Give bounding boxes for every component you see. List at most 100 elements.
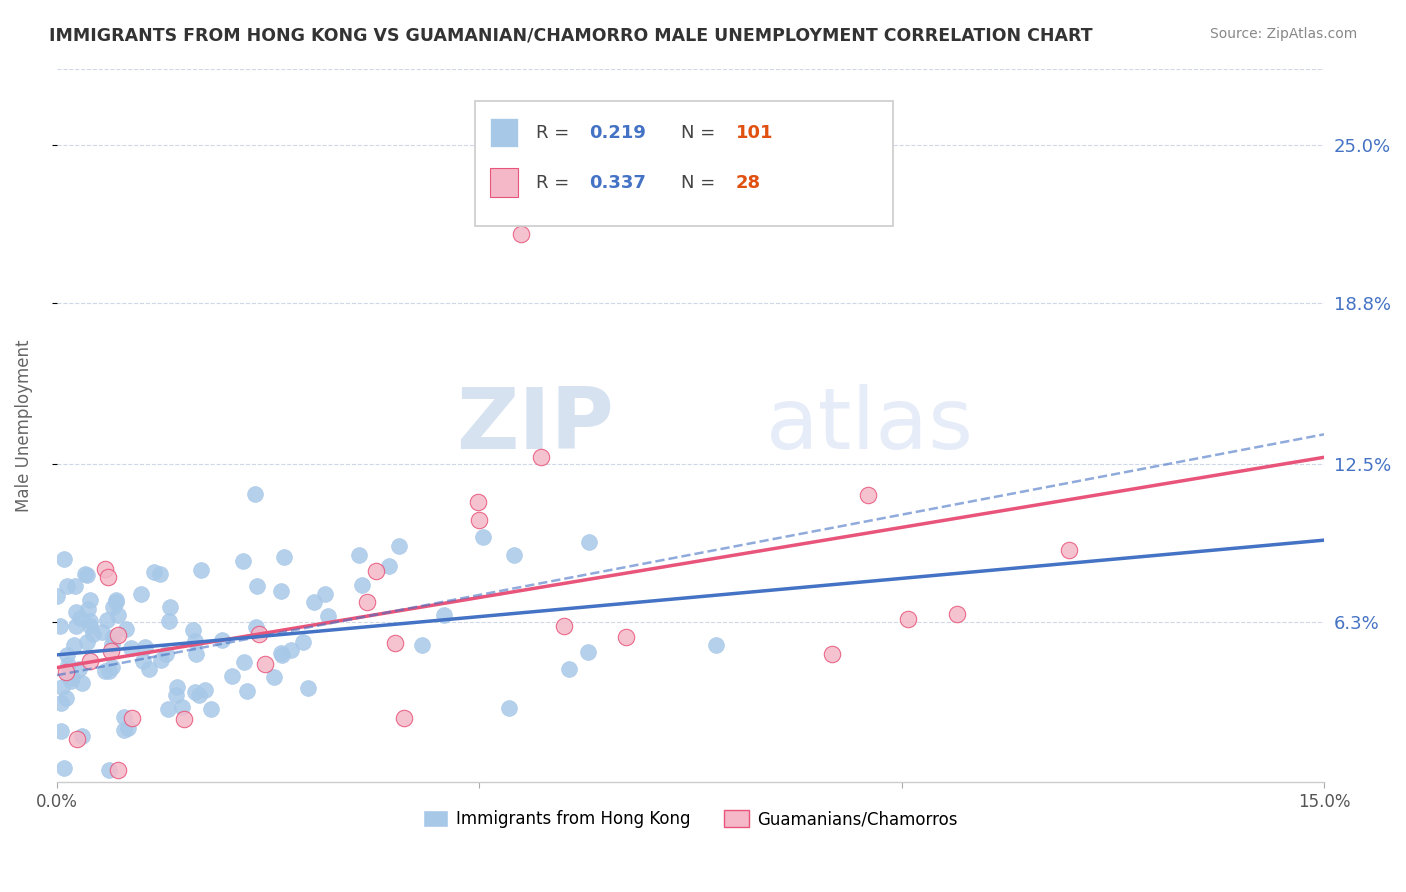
Point <box>76 568 98 582</box>
Point <box>100 644 122 658</box>
Point <box>51 724 73 739</box>
Point <box>112 710 135 724</box>
Point <box>105 595 128 609</box>
Point <box>79 593 101 607</box>
Point <box>1059 543 1081 558</box>
Point <box>221 669 243 683</box>
FancyBboxPatch shape <box>491 119 517 147</box>
Point <box>235 684 257 698</box>
Point <box>56 648 79 662</box>
Point <box>472 531 495 545</box>
Point <box>232 554 254 568</box>
Point <box>117 721 139 735</box>
Point <box>704 638 727 652</box>
Point <box>79 619 101 633</box>
Text: 28: 28 <box>735 174 761 192</box>
Point <box>65 619 87 633</box>
Point <box>184 634 207 648</box>
Point <box>49 619 72 633</box>
Text: N =: N = <box>682 174 721 192</box>
Point <box>614 630 637 644</box>
Point <box>946 607 969 621</box>
Point <box>112 723 135 737</box>
Point <box>46 589 69 603</box>
Point <box>55 579 77 593</box>
Text: Source: ZipAtlas.com: Source: ZipAtlas.com <box>1209 27 1357 41</box>
Point <box>69 611 91 625</box>
Point <box>576 645 599 659</box>
Point <box>107 763 129 777</box>
Point <box>55 691 77 706</box>
Point <box>72 730 94 744</box>
Point <box>98 763 121 777</box>
Point <box>165 689 187 703</box>
Point <box>149 653 172 667</box>
Point <box>97 664 120 678</box>
Point <box>280 643 302 657</box>
Point <box>72 675 94 690</box>
Point <box>155 647 177 661</box>
FancyBboxPatch shape <box>475 101 893 226</box>
Point <box>115 622 138 636</box>
Point <box>79 614 101 628</box>
Text: IMMIGRANTS FROM HONG KONG VS GUAMANIAN/CHAMORRO MALE UNEMPLOYMENT CORRELATION CH: IMMIGRANTS FROM HONG KONG VS GUAMANIAN/C… <box>49 27 1092 45</box>
Point <box>107 607 129 622</box>
Point <box>232 655 254 669</box>
Text: 0.337: 0.337 <box>589 174 645 192</box>
Text: R =: R = <box>536 124 575 142</box>
Point <box>51 680 73 694</box>
Point <box>245 487 267 501</box>
Point <box>105 593 128 607</box>
Point <box>190 563 212 577</box>
Point <box>59 674 82 689</box>
Point <box>510 227 533 242</box>
Point <box>194 683 217 698</box>
Point <box>97 570 120 584</box>
Point <box>553 619 575 633</box>
Point <box>263 670 285 684</box>
Point <box>433 608 456 623</box>
Point <box>364 564 387 578</box>
Text: 101: 101 <box>735 124 773 142</box>
Point <box>529 450 551 464</box>
Point <box>558 662 581 676</box>
Point <box>170 700 193 714</box>
Point <box>103 599 125 614</box>
Point <box>73 566 96 581</box>
Point <box>76 601 98 615</box>
Point <box>181 624 204 638</box>
Point <box>60 671 83 685</box>
Point <box>103 630 125 644</box>
Point <box>246 579 269 593</box>
Point <box>245 620 267 634</box>
Point <box>467 495 489 509</box>
Point <box>392 711 415 725</box>
Point <box>159 599 181 614</box>
Point <box>498 701 520 715</box>
Point <box>138 662 160 676</box>
Point <box>157 702 180 716</box>
Point <box>384 636 406 650</box>
Text: atlas: atlas <box>766 384 974 467</box>
Point <box>94 664 117 678</box>
Point <box>58 668 80 682</box>
Point <box>377 559 399 574</box>
Legend: Immigrants from Hong Kong, Guamanians/Chamorros: Immigrants from Hong Kong, Guamanians/Ch… <box>416 803 965 835</box>
Point <box>292 634 315 648</box>
Point <box>121 711 143 725</box>
Point <box>157 614 180 628</box>
Point <box>314 587 336 601</box>
Point <box>896 612 918 626</box>
Point <box>184 684 207 698</box>
Point <box>52 761 75 775</box>
Point <box>65 605 87 619</box>
Point <box>49 696 72 710</box>
Point <box>254 657 277 672</box>
Text: ZIP: ZIP <box>457 384 614 467</box>
Point <box>297 681 319 695</box>
Point <box>187 688 209 702</box>
Point <box>55 665 77 679</box>
Point <box>52 551 75 566</box>
Point <box>388 539 411 553</box>
Point <box>247 627 270 641</box>
